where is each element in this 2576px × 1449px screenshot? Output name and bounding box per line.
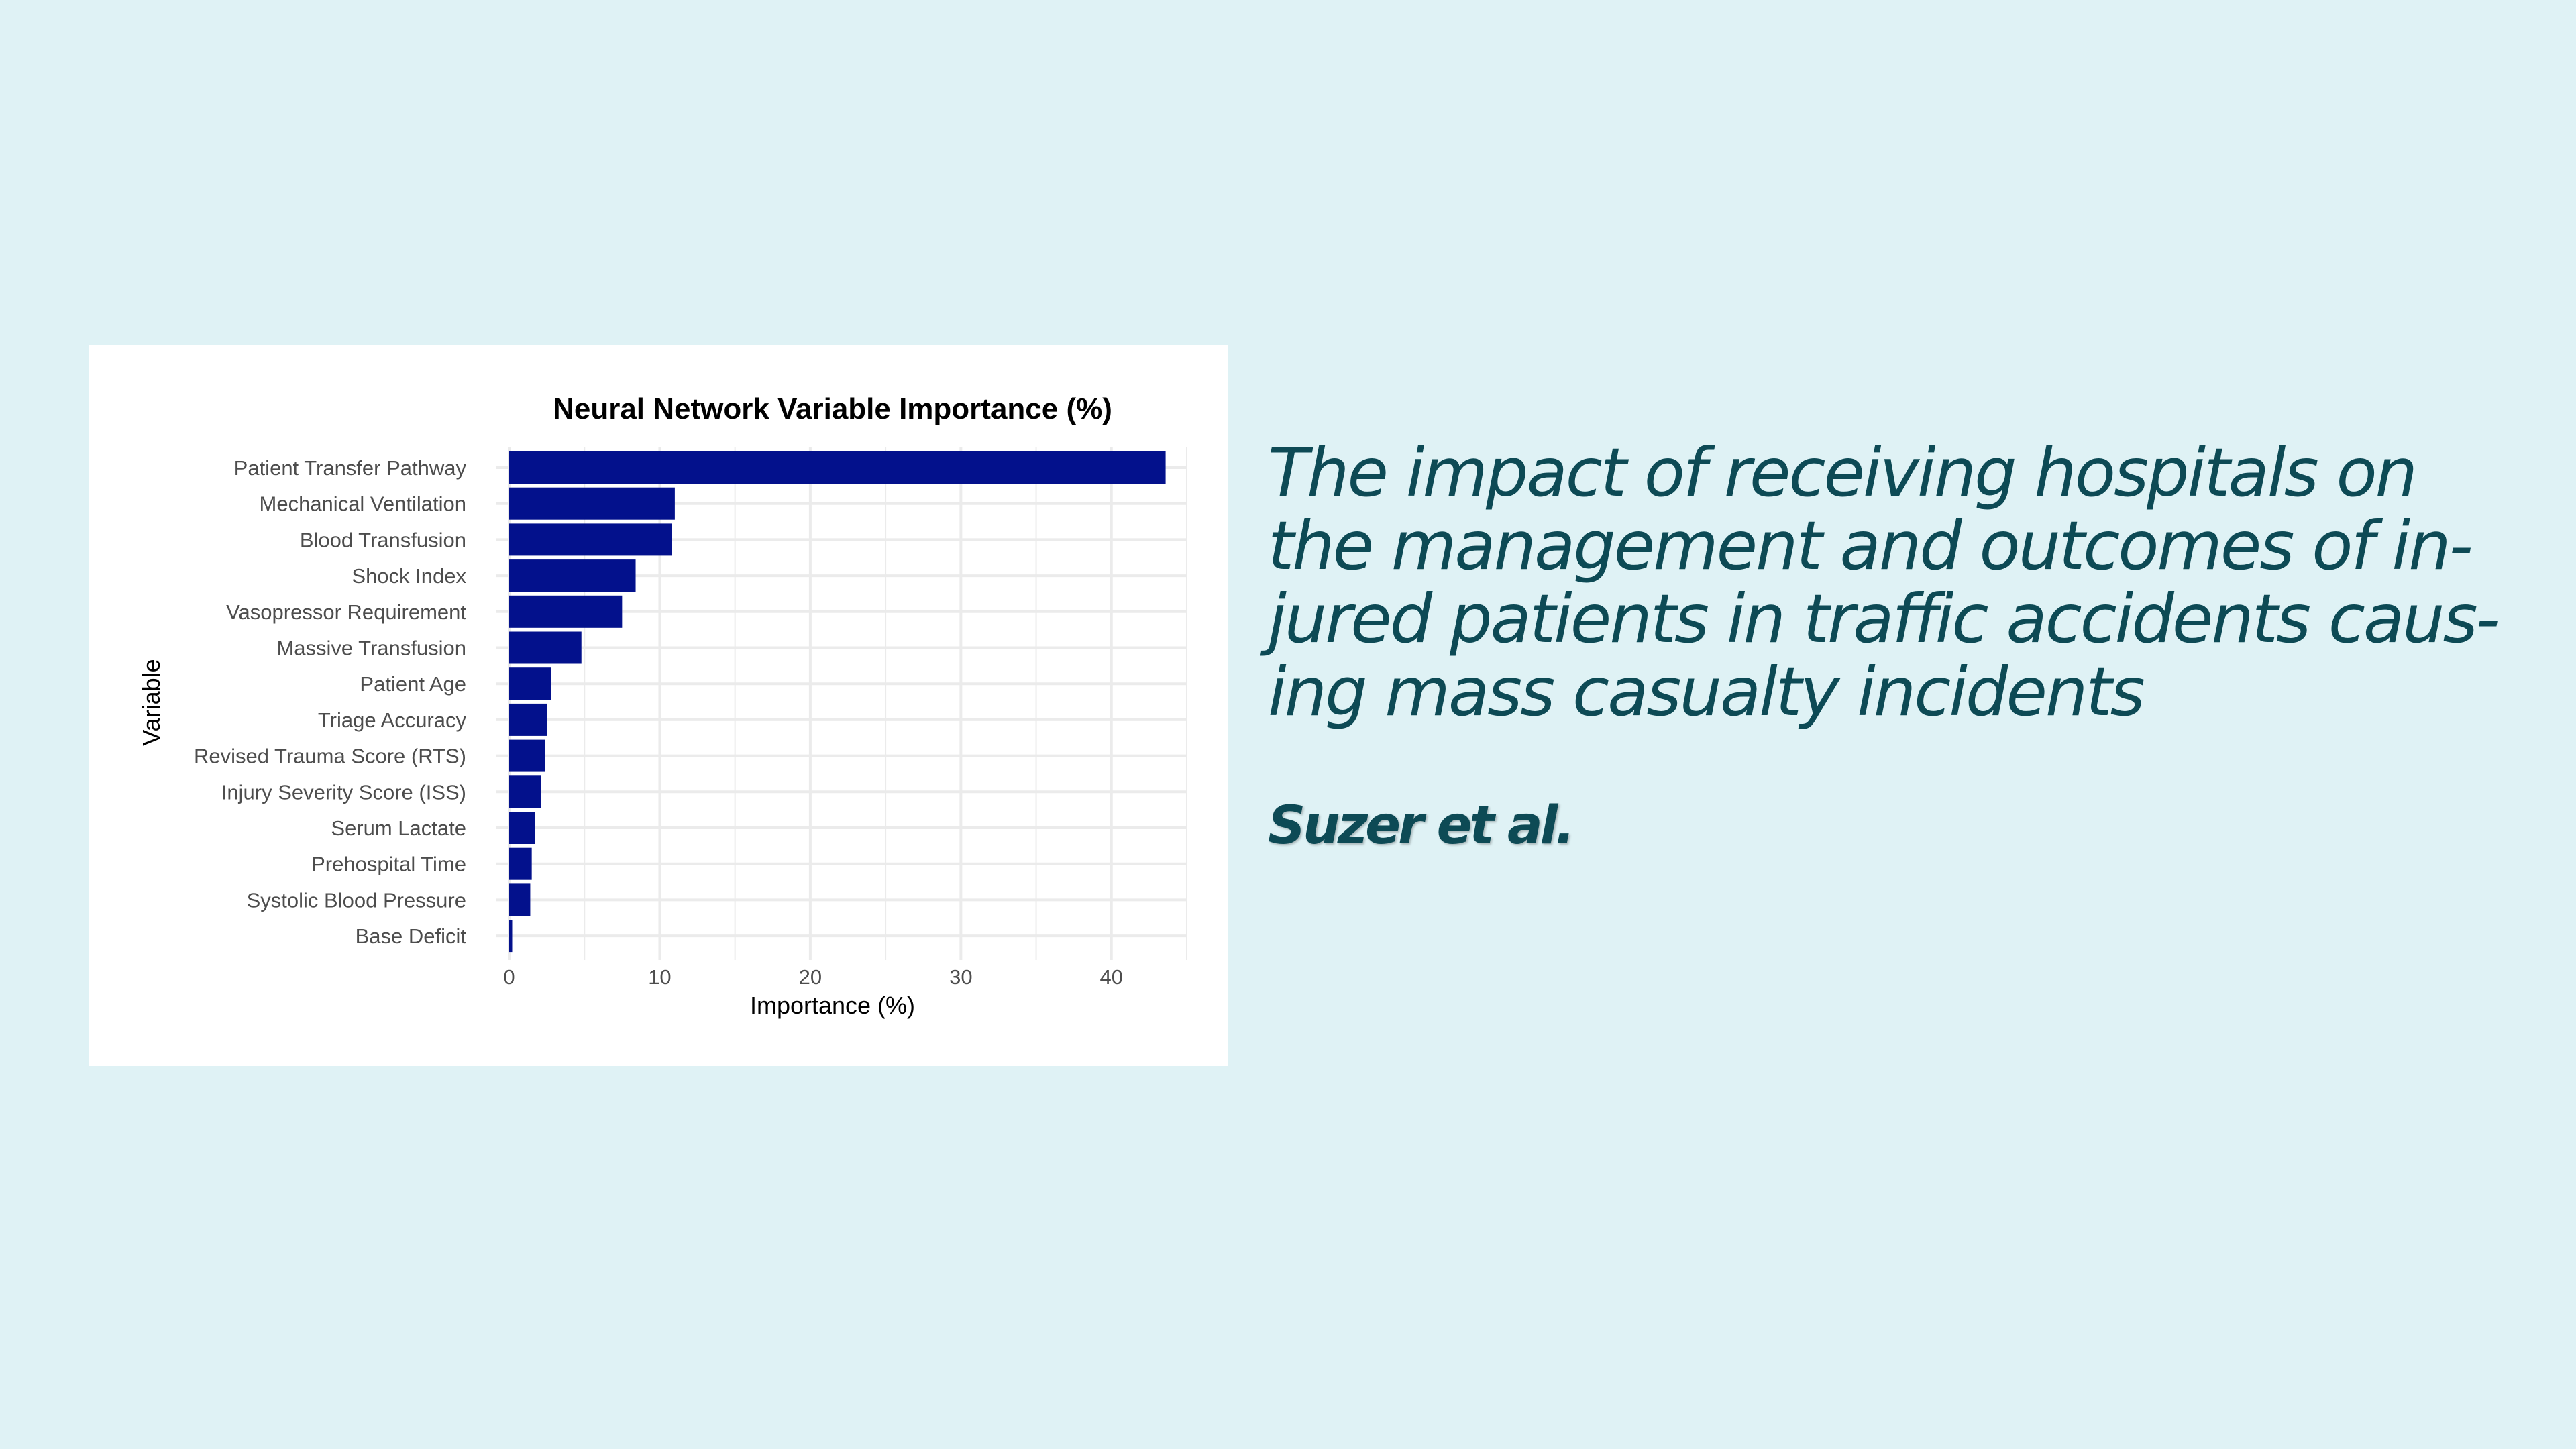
bar <box>509 847 532 880</box>
bar <box>509 595 623 628</box>
importance-bar-chart: Neural Network Variable Importance (%) V… <box>138 392 1187 1019</box>
category-label: Triage Accuracy <box>318 708 467 732</box>
bar <box>509 667 551 700</box>
category-label: Blood Transfusion <box>300 528 466 551</box>
category-label: Patient Age <box>360 672 466 696</box>
category-label: Prehospital Time <box>311 853 466 876</box>
chart-title: Neural Network Variable Importance (%) <box>553 392 1112 425</box>
bar <box>509 559 636 592</box>
bar <box>509 631 582 664</box>
category-label: Injury Severity Score (ISS) <box>221 780 466 804</box>
paper-title: The impact of receiving hospitals on the… <box>1268 433 2500 731</box>
x-tick-label: 20 <box>799 965 822 989</box>
category-label: Systolic Blood Pressure <box>247 888 466 912</box>
bar <box>509 775 541 808</box>
x-tick-labels: 0 10 20 30 40 <box>503 965 1123 989</box>
text-panel: The impact of receiving hospitals on the… <box>1268 436 2542 856</box>
x-tick-label: 40 <box>1100 965 1123 989</box>
category-label: Patient Transfer Pathway <box>234 456 467 480</box>
bar <box>509 920 513 953</box>
y-axis-label: Variable <box>138 659 165 745</box>
bar <box>509 487 675 520</box>
bar <box>509 883 531 916</box>
bar <box>509 812 535 844</box>
x-tick-label: 10 <box>648 965 671 989</box>
category-label: Massive Transfusion <box>276 637 466 660</box>
category-label: Shock Index <box>352 564 466 588</box>
bar <box>509 523 672 556</box>
chart-panel: Neural Network Variable Importance (%) V… <box>89 345 1228 1066</box>
category-label: Base Deficit <box>356 924 467 948</box>
authors: Suzer et al. <box>1268 796 1575 856</box>
category-label: Serum Lactate <box>331 816 466 840</box>
bars <box>509 451 1166 953</box>
category-label: Vasopressor Requirement <box>226 600 466 624</box>
category-labels: Patient Transfer Pathway Mechanical Venti… <box>194 456 466 948</box>
bar <box>509 739 545 772</box>
bar <box>509 451 1166 484</box>
bar <box>509 703 547 736</box>
x-axis-label: Importance (%) <box>750 991 915 1019</box>
x-tick-label: 0 <box>503 965 515 989</box>
x-tick-label: 30 <box>949 965 972 989</box>
category-label: Mechanical Ventilation <box>260 492 466 516</box>
category-label: Revised Trauma Score (RTS) <box>194 745 466 768</box>
